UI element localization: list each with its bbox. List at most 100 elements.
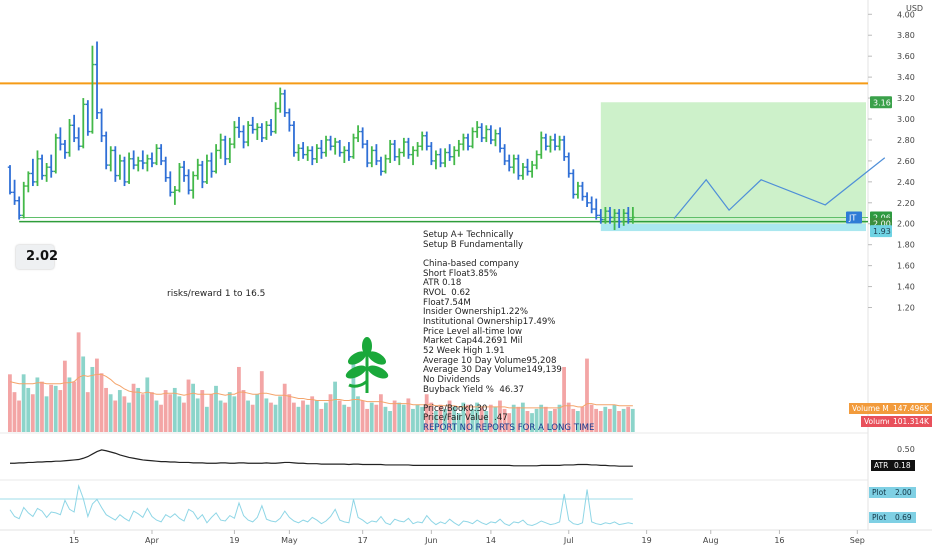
price-tick-label: 3.20 [897, 94, 915, 103]
atr-value: 0.18 [894, 461, 911, 470]
price-tick-label: 2.00 [897, 220, 915, 229]
ohlc-bar [204, 154, 210, 184]
ohlc-bar [470, 127, 475, 149]
fundamentals-line: Float7.54M [423, 297, 471, 308]
ohlc-bar [511, 154, 516, 174]
ohlc-bar [465, 133, 471, 151]
ohlc-bar [332, 137, 338, 155]
volume-bar [378, 394, 383, 432]
ohlc-bar [474, 121, 480, 138]
volume-ma-value-bg [889, 403, 932, 414]
volume-bar [626, 406, 631, 432]
volume-bar [191, 383, 195, 432]
time-tick-label: 14 [486, 536, 496, 545]
volume-bar [200, 390, 205, 432]
volume-bar [177, 396, 182, 432]
volume-bar [447, 400, 452, 432]
ohlc-bar [172, 186, 178, 205]
ohlc-bar [177, 163, 182, 193]
ohlc-bar [616, 209, 622, 228]
ohlc-bar [209, 152, 214, 178]
volume-bar [44, 396, 49, 432]
ohlc-bar [612, 209, 617, 231]
ohlc-bar [232, 121, 237, 149]
ohlc-bar [323, 135, 329, 157]
ohlc-bar [213, 144, 219, 174]
ohlc-bar [442, 148, 448, 168]
volume-bar [81, 356, 86, 432]
ohlc-bar [291, 121, 297, 157]
ohlc-bar [497, 127, 503, 153]
volume-bar [479, 406, 484, 432]
ohlc-bar [81, 98, 86, 149]
volume-ma-line [9, 373, 633, 409]
volume-bar [525, 411, 530, 432]
volume-bar [575, 411, 580, 432]
volume-bar [305, 404, 310, 432]
ohlc-bar [99, 108, 104, 143]
volume-bar [259, 371, 264, 432]
price-tick-label: 2.60 [897, 157, 915, 166]
ohlc-bar [415, 142, 420, 157]
volume-bar [273, 404, 278, 432]
plot-tag-bg [869, 487, 890, 498]
price-tick-label: 4.00 [897, 10, 915, 19]
time-tick-label: Aug [703, 536, 719, 545]
ohlc-bar [287, 108, 292, 132]
volume-bar [488, 404, 493, 432]
volume-bar [149, 392, 154, 432]
volume-bar [8, 374, 12, 432]
volume-bar [562, 366, 566, 432]
volume-bar [466, 404, 470, 432]
ohlc-bar [420, 131, 425, 151]
volume-bar [145, 377, 150, 432]
volume-bar [241, 390, 246, 432]
fundamentals-note[interactable]: Setup A+ Technically Setup B Fundamentall… [423, 230, 594, 434]
volume-bar [122, 396, 127, 432]
time-tick-label: 19 [229, 536, 239, 545]
ohlc-bar [539, 131, 544, 159]
volume-bar [461, 402, 466, 432]
ohlc-bar [310, 146, 315, 166]
volume-bar [621, 408, 626, 432]
ohlc-bar [584, 192, 590, 207]
volume-ma-tag-bg [849, 403, 889, 414]
price-tick-label: 2.20 [897, 199, 915, 208]
ohlc-bar [575, 181, 581, 199]
price-tick-label: 3.00 [897, 115, 915, 124]
ohlc-bar [328, 135, 333, 151]
price-tick-label: 1.80 [897, 241, 915, 250]
atr-tag-bg [871, 460, 889, 471]
volume-bar [76, 332, 81, 432]
volume-bar [301, 400, 305, 432]
ohlc-bar [158, 144, 164, 166]
ohlc-bar [30, 158, 36, 187]
ohlc-bar [305, 146, 310, 161]
volume-bar [420, 406, 424, 432]
volume-bar [328, 394, 333, 432]
volume-bar [438, 404, 443, 432]
last-price-flag[interactable]: 2.02 [16, 245, 58, 269]
ohlc-bar [337, 139, 342, 157]
ohlc-bar [621, 209, 626, 226]
volume-bar [172, 387, 177, 432]
ohlc-bar [62, 139, 68, 159]
ohlc-bar [16, 196, 22, 220]
ohlc-bar [374, 144, 379, 166]
volume-bar [99, 373, 104, 432]
volume-bar [580, 406, 585, 432]
price-tick-label: 1.60 [897, 262, 915, 271]
ohlc-bar [21, 181, 26, 219]
fundamentals-line: Institutional Ownership17.49% [423, 316, 556, 327]
ohlc-bar [383, 154, 388, 174]
volume-bar [127, 402, 131, 432]
volume-bar [452, 406, 457, 432]
ohlc-bar [365, 139, 370, 168]
volume-bar [21, 374, 26, 432]
price-tick-label: 3.60 [897, 52, 915, 61]
volume-bar [369, 402, 374, 432]
volume-bar [278, 396, 283, 432]
leaf-logo-icon [345, 337, 389, 393]
price-tick-label: 2.80 [897, 136, 915, 145]
